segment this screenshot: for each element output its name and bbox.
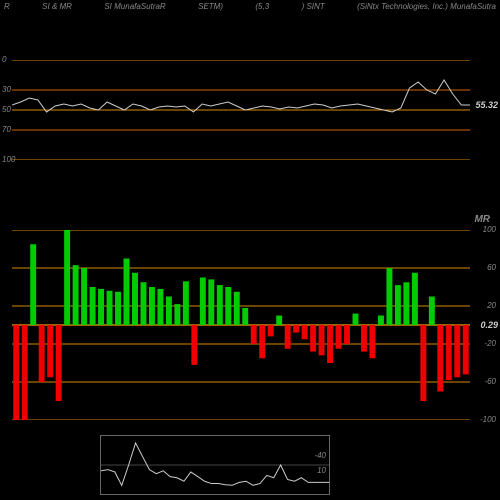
header-period: (5,3 [255,2,269,16]
rsi-y-label: 70 [2,125,11,134]
rsi-chart: 1007050300 55.32 [0,60,500,160]
header-r: R [4,2,10,16]
header-setm: SETM) [198,2,223,16]
mr-chart: 1006020-20-60-100 MR 0.29 [0,230,500,420]
chart-header: R SI & MR SI MunafaSutraR SETM) (5,3 ) S… [0,0,500,18]
mr-current-value: 0.29 [480,320,498,330]
mini-label-bot: 10 [317,466,326,475]
mr-y-label: 20 [487,301,496,310]
mr-y-label: 100 [483,225,496,234]
rsi-y-label: 30 [2,85,11,94]
mr-y-label: -60 [484,377,496,386]
rsi-current-value: 55.32 [475,100,498,110]
header-company: (SiNtx Technologies, Inc.) MunafaSutra [357,2,496,16]
header-si: SI MunafaSutraR [104,2,165,16]
mini-chart: -40 10 [100,435,330,495]
header-ticker: ) SINT [302,2,325,16]
mr-y-label: -100 [480,415,496,424]
rsi-y-label: 50 [2,105,11,114]
mr-y-label: -20 [484,339,496,348]
mr-y-label: 60 [487,263,496,272]
mini-label-top: -40 [314,451,326,460]
mr-bars [12,230,470,420]
rsi-y-label: 100 [2,155,15,164]
mr-title: MR [474,214,490,225]
rsi-y-label: 0 [2,55,6,64]
header-simr: SI & MR [42,2,72,16]
rsi-svg [12,60,470,160]
